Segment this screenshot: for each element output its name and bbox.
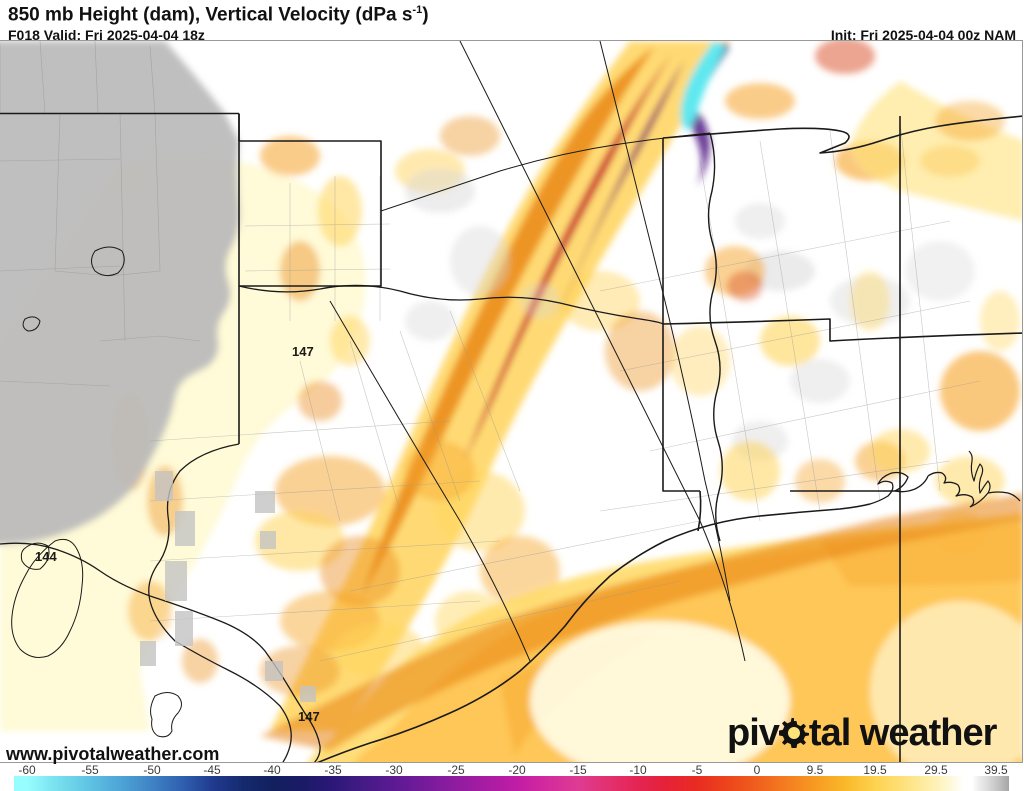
svg-text:147: 147 [292,344,314,359]
svg-text:144: 144 [35,549,57,564]
svg-text:147: 147 [298,709,320,724]
